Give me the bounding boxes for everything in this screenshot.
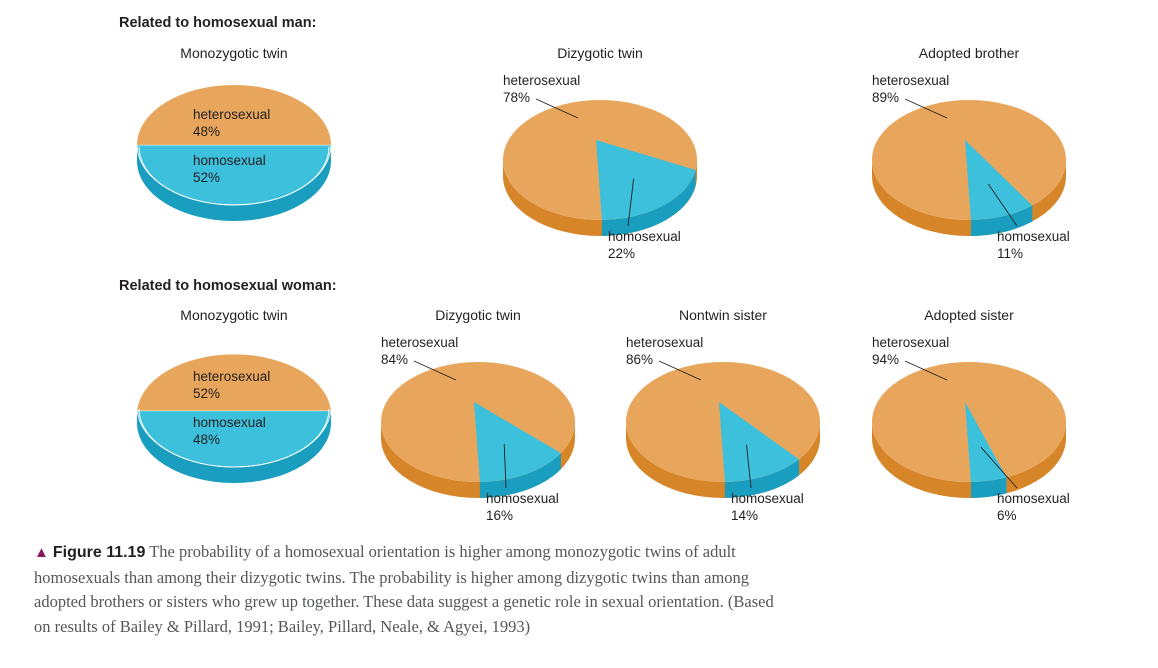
slice-label-heterosexual: heterosexual bbox=[872, 73, 950, 88]
slice-side-homosexual bbox=[724, 459, 799, 498]
slice-value-heterosexual: 86% bbox=[626, 352, 654, 367]
caption-triangle-icon: ▲ bbox=[34, 545, 49, 561]
slice-label-homosexual: homosexual bbox=[608, 229, 681, 244]
leader-line-homosexual bbox=[627, 178, 635, 227]
pie-title: Dizygotic twin bbox=[557, 45, 643, 61]
pie-rim-highlight bbox=[138, 146, 330, 206]
slice-value-heterosexual: 89% bbox=[872, 90, 900, 105]
slice-label-homosexual: homosexual bbox=[193, 153, 266, 168]
slice-value-heterosexual: 48% bbox=[193, 124, 221, 139]
slice-label-homosexual: homosexual bbox=[997, 229, 1070, 244]
slice-side-homosexual bbox=[970, 477, 1007, 498]
leader-line-heterosexual bbox=[904, 360, 948, 381]
caption-text: The probability of a homosexual orientat… bbox=[34, 542, 774, 636]
slice-label-homosexual: homosexual bbox=[731, 491, 804, 506]
slice-label-heterosexual: heterosexual bbox=[193, 369, 271, 384]
slice-side-homosexual bbox=[137, 407, 331, 483]
slice-side-homosexual bbox=[137, 145, 331, 221]
leader-line-homosexual bbox=[980, 447, 1018, 489]
pie-title: Adopted sister bbox=[924, 307, 1014, 323]
slice-label-homosexual: homosexual bbox=[193, 415, 266, 430]
slice-homosexual bbox=[965, 140, 1033, 220]
leader-line-homosexual bbox=[987, 183, 1018, 227]
leader-line-homosexual bbox=[503, 443, 507, 489]
pie-chart bbox=[381, 360, 575, 498]
pie-chart bbox=[503, 98, 697, 236]
pie-chart bbox=[136, 354, 332, 483]
pie-title: Adopted brother bbox=[918, 45, 1020, 61]
leader-line-heterosexual bbox=[535, 98, 579, 119]
pie-rim-highlight bbox=[138, 408, 330, 468]
slice-label-heterosexual: heterosexual bbox=[381, 335, 459, 350]
slice-heterosexual bbox=[137, 85, 331, 145]
leader-line-homosexual bbox=[746, 444, 752, 489]
slice-homosexual bbox=[596, 140, 696, 220]
slice-value-heterosexual: 94% bbox=[872, 352, 900, 367]
slice-value-homosexual: 6% bbox=[997, 508, 1017, 523]
pie-title: Nontwin sister bbox=[679, 307, 767, 323]
slice-label-heterosexual: heterosexual bbox=[503, 73, 581, 88]
figure-label: Figure 11.19 bbox=[52, 544, 146, 561]
slice-value-homosexual: 22% bbox=[608, 246, 636, 261]
leader-line-heterosexual bbox=[904, 98, 948, 119]
slice-label-heterosexual: heterosexual bbox=[626, 335, 704, 350]
slice-homosexual bbox=[719, 402, 799, 482]
figure-caption: ▲ Figure 11.19 The probability of a homos… bbox=[34, 540, 794, 639]
section-title-woman: Related to homosexual woman: bbox=[119, 278, 337, 294]
pie-chart bbox=[136, 85, 332, 221]
slice-value-heterosexual: 52% bbox=[193, 386, 221, 401]
slice-value-homosexual: 11% bbox=[997, 246, 1024, 261]
slice-value-homosexual: 14% bbox=[731, 508, 759, 523]
leader-line-heterosexual bbox=[413, 360, 457, 381]
section-title-man: Related to homosexual man: bbox=[119, 15, 317, 31]
pie-chart bbox=[626, 360, 820, 498]
slice-value-homosexual: 16% bbox=[486, 508, 514, 523]
pie-chart bbox=[872, 98, 1066, 236]
slice-label-heterosexual: heterosexual bbox=[193, 107, 271, 122]
pie-chart bbox=[872, 360, 1066, 498]
pie-title: Monozygotic twin bbox=[180, 45, 288, 61]
pie-title: Monozygotic twin bbox=[180, 307, 288, 323]
slice-heterosexual bbox=[137, 354, 331, 411]
slice-side-heterosexual bbox=[872, 422, 1066, 498]
slice-side-homosexual bbox=[970, 205, 1033, 236]
slice-side-homosexual bbox=[479, 453, 561, 498]
slice-label-homosexual: homosexual bbox=[486, 491, 559, 506]
slice-label-heterosexual: heterosexual bbox=[872, 335, 950, 350]
slice-label-homosexual: homosexual bbox=[997, 491, 1070, 506]
leader-line-heterosexual bbox=[658, 360, 702, 381]
slice-value-heterosexual: 84% bbox=[381, 352, 409, 367]
slice-side-homosexual bbox=[601, 170, 696, 236]
slice-homosexual bbox=[965, 402, 1007, 482]
slice-value-homosexual: 48% bbox=[193, 432, 221, 447]
slice-value-heterosexual: 78% bbox=[503, 90, 531, 105]
pie-charts bbox=[136, 85, 1066, 498]
slice-value-homosexual: 52% bbox=[193, 170, 221, 185]
slice-homosexual bbox=[474, 402, 561, 482]
pie-title: Dizygotic twin bbox=[435, 307, 521, 323]
